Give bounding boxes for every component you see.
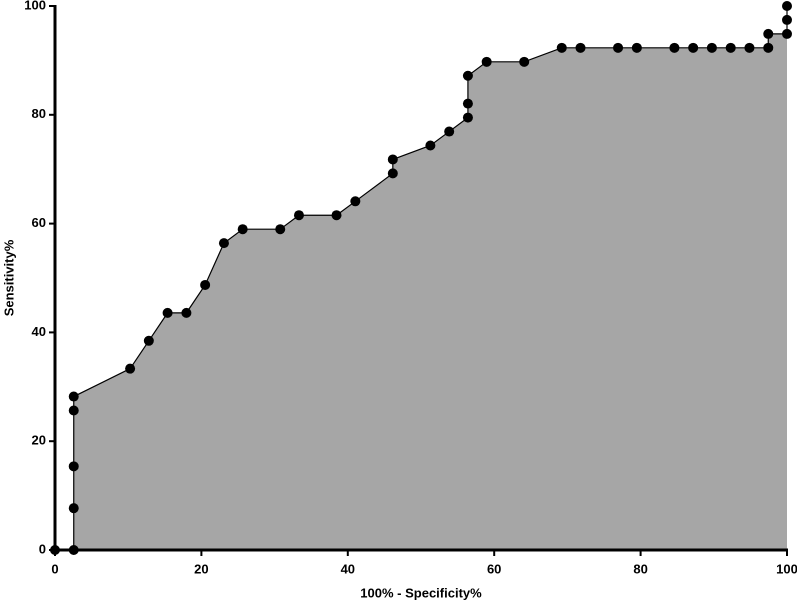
point (669, 42, 680, 53)
point (725, 42, 736, 53)
point (763, 42, 774, 53)
point (613, 42, 624, 53)
point (763, 28, 774, 39)
y-tick-label: 40 (32, 324, 46, 339)
point (68, 461, 79, 472)
point (631, 42, 642, 53)
point (237, 224, 248, 235)
x-tick-label: 60 (487, 561, 501, 576)
point (68, 503, 79, 514)
x-tick-label: 80 (633, 561, 647, 576)
point (782, 28, 792, 39)
y-axis-label: Sensitivity% (1, 239, 16, 316)
point (125, 363, 136, 374)
point (275, 224, 286, 235)
point (350, 196, 361, 207)
point (481, 56, 492, 67)
point (387, 168, 398, 179)
x-tick-label: 20 (194, 561, 208, 576)
point (706, 42, 717, 53)
point (425, 140, 436, 151)
point (68, 405, 79, 416)
point (782, 1, 792, 11)
point (575, 42, 586, 53)
y-tick-label: 100 (24, 0, 46, 12)
y-tick-label: 80 (32, 106, 46, 121)
point (462, 70, 473, 81)
point (387, 154, 398, 165)
point (519, 56, 530, 67)
point (556, 42, 567, 53)
point (462, 98, 473, 109)
point (462, 112, 473, 123)
area (55, 6, 787, 550)
point (744, 42, 755, 53)
point (444, 126, 455, 137)
point (293, 210, 304, 221)
point (181, 307, 192, 318)
point (331, 210, 342, 221)
x-tick-label: 0 (51, 561, 58, 576)
point (200, 279, 211, 290)
x-tick-label: 40 (341, 561, 355, 576)
point (782, 14, 792, 25)
point (68, 391, 79, 402)
point (143, 335, 154, 346)
line (55, 6, 788, 551)
y-tick-label: 60 (32, 215, 46, 230)
y-tick-label: 0 (39, 541, 46, 556)
y-tick-label: 20 (32, 433, 46, 448)
point (162, 307, 173, 318)
x-tick-label: 100 (776, 561, 797, 576)
x-axis-label: 100% - Specificity% (360, 585, 482, 600)
point (688, 42, 699, 53)
point (218, 238, 229, 249)
